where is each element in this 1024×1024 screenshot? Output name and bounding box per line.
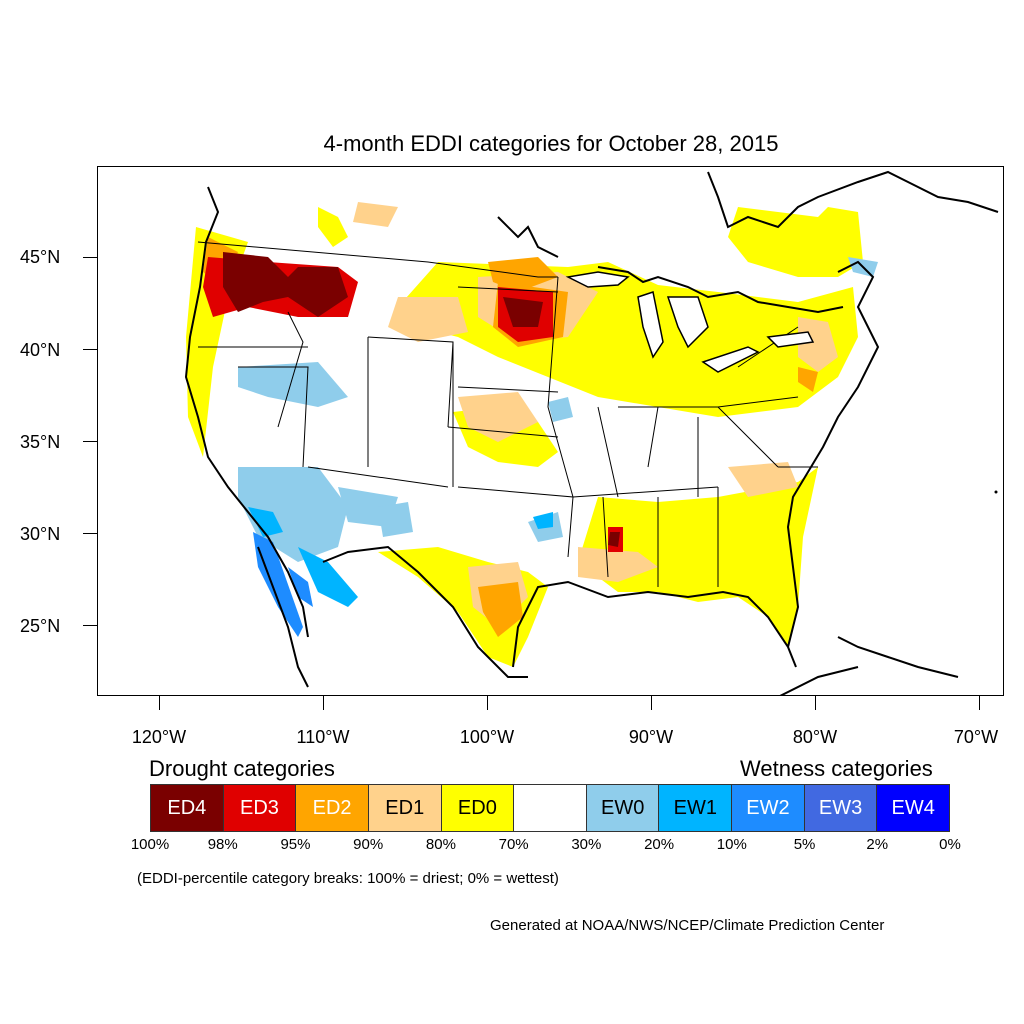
ew1-regions: [248, 507, 553, 607]
lon-tick: [651, 696, 652, 710]
lat-tick: [83, 533, 97, 534]
lat-tick: [83, 441, 97, 442]
lat-label-40: 40°N: [20, 340, 61, 360]
legend-cell-ew2: EW2: [732, 785, 805, 831]
legend-cell-ew3: EW3: [804, 785, 878, 831]
lat-tick: [83, 257, 97, 258]
map-canvas: [183, 170, 999, 695]
lat-label-25: 25°N: [20, 616, 61, 636]
legend-break-label: 90%: [353, 836, 384, 853]
legend-cell-ew0: EW0: [586, 785, 660, 831]
lon-label-70: 70°W: [953, 727, 999, 747]
legend-cell-neutral: [514, 785, 587, 831]
lon-label-120: 120°W: [131, 727, 187, 747]
bermuda-mark: [994, 490, 998, 494]
ew2-regions: [253, 532, 313, 637]
legend-footnote: (EDDI-percentile category breaks: 100% =…: [137, 870, 559, 887]
lon-tick: [487, 696, 488, 710]
legend-cell-ed4: ED4: [151, 785, 224, 831]
legend-break-label: 10%: [716, 836, 747, 853]
lat-label-35: 35°N: [20, 432, 61, 452]
lat-label-30: 30°N: [20, 524, 61, 544]
legend-break-label: 95%: [280, 836, 311, 853]
state-borders: [197, 241, 818, 587]
legend-cell-ew4: EW4: [877, 785, 950, 831]
great-lakes: [565, 271, 815, 373]
drought-heading: Drought categories: [149, 756, 335, 781]
lat-label-45: 45°N: [20, 247, 61, 267]
lon-tick: [815, 696, 816, 710]
legend-cell-ew1: EW1: [659, 785, 733, 831]
legend-break-label: 70%: [498, 836, 529, 853]
legend-break-label: 5%: [793, 836, 816, 853]
ed4-regions: [223, 252, 620, 547]
legend-break-label: 20%: [644, 836, 675, 853]
legend-cell-ed1: ED1: [368, 785, 442, 831]
ed0-regions: [186, 207, 863, 667]
legend-break-label: 0%: [939, 836, 961, 853]
eddi-map: [97, 166, 1004, 696]
lon-label-90: 90°W: [628, 727, 674, 747]
legend-colorbar: ED4 ED3 ED2 ED1 ED0 EW0 EW1 EW2 EW3 EW4: [150, 784, 950, 832]
legend-break-label: 2%: [866, 836, 889, 853]
map-title: 4-month EDDI categories for October 28, …: [323, 131, 779, 156]
lon-tick: [323, 696, 324, 710]
legend-break-label: 30%: [571, 836, 602, 853]
wetness-heading: Wetness categories: [740, 756, 933, 781]
lat-tick: [83, 625, 97, 626]
legend-cell-ed2: ED2: [296, 785, 369, 831]
legend-break-label: 98%: [207, 836, 238, 853]
legend-break-label: 80%: [425, 836, 456, 853]
coastlines: [184, 170, 999, 695]
lon-tick: [979, 696, 980, 710]
lon-tick: [159, 696, 160, 710]
lon-label-80: 80°W: [792, 727, 838, 747]
lon-label-100: 100°W: [459, 727, 515, 747]
legend-break-label: 100%: [130, 836, 170, 853]
credit-text: Generated at NOAA/NWS/NCEP/Climate Predi…: [490, 917, 885, 934]
legend-cell-ed0: ED0: [441, 785, 515, 831]
lat-tick: [83, 349, 97, 350]
lon-label-110: 110°W: [296, 727, 350, 747]
legend-cell-ed3: ED3: [223, 785, 297, 831]
